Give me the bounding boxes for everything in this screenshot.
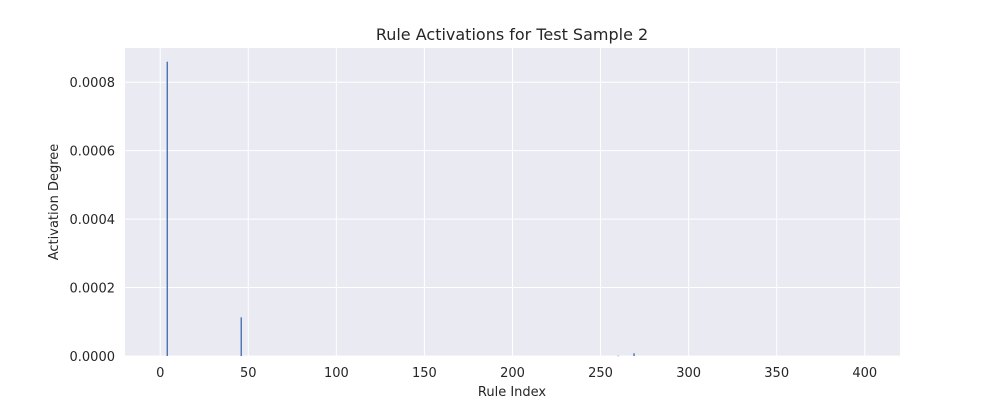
- y-tick-labels: 0.0000 0.0002 0.0004 0.0006 0.0008: [70, 76, 116, 365]
- y-tick-label: 0.0000: [70, 350, 116, 365]
- bar: [240, 317, 242, 356]
- bars: [166, 61, 635, 357]
- x-tick-labels: 0 50 100 150 200 250 300 350 400: [156, 366, 877, 381]
- x-tick-label: 100: [324, 366, 349, 381]
- x-tick-label: 0: [156, 366, 164, 381]
- x-tick-label: 250: [588, 366, 613, 381]
- chart-title: Rule Activations for Test Sample 2: [376, 25, 648, 44]
- y-tick-label: 0.0006: [70, 145, 116, 160]
- x-tick-label: 350: [764, 366, 789, 381]
- x-tick-label: 400: [852, 366, 877, 381]
- y-tick-label: 0.0008: [70, 76, 116, 91]
- bar: [166, 61, 168, 356]
- x-tick-label: 150: [412, 366, 437, 381]
- x-tick-label: 300: [676, 366, 701, 381]
- y-axis-label: Activation Degree: [47, 144, 62, 261]
- grid-lines: [125, 48, 900, 357]
- y-tick-label: 0.0004: [70, 213, 116, 228]
- y-tick-label: 0.0002: [70, 282, 116, 297]
- x-tick-label: 50: [240, 366, 257, 381]
- x-axis-label: Rule Index: [478, 385, 547, 400]
- x-tick-label: 200: [500, 366, 525, 381]
- bar: [633, 353, 635, 356]
- bar: [617, 355, 619, 357]
